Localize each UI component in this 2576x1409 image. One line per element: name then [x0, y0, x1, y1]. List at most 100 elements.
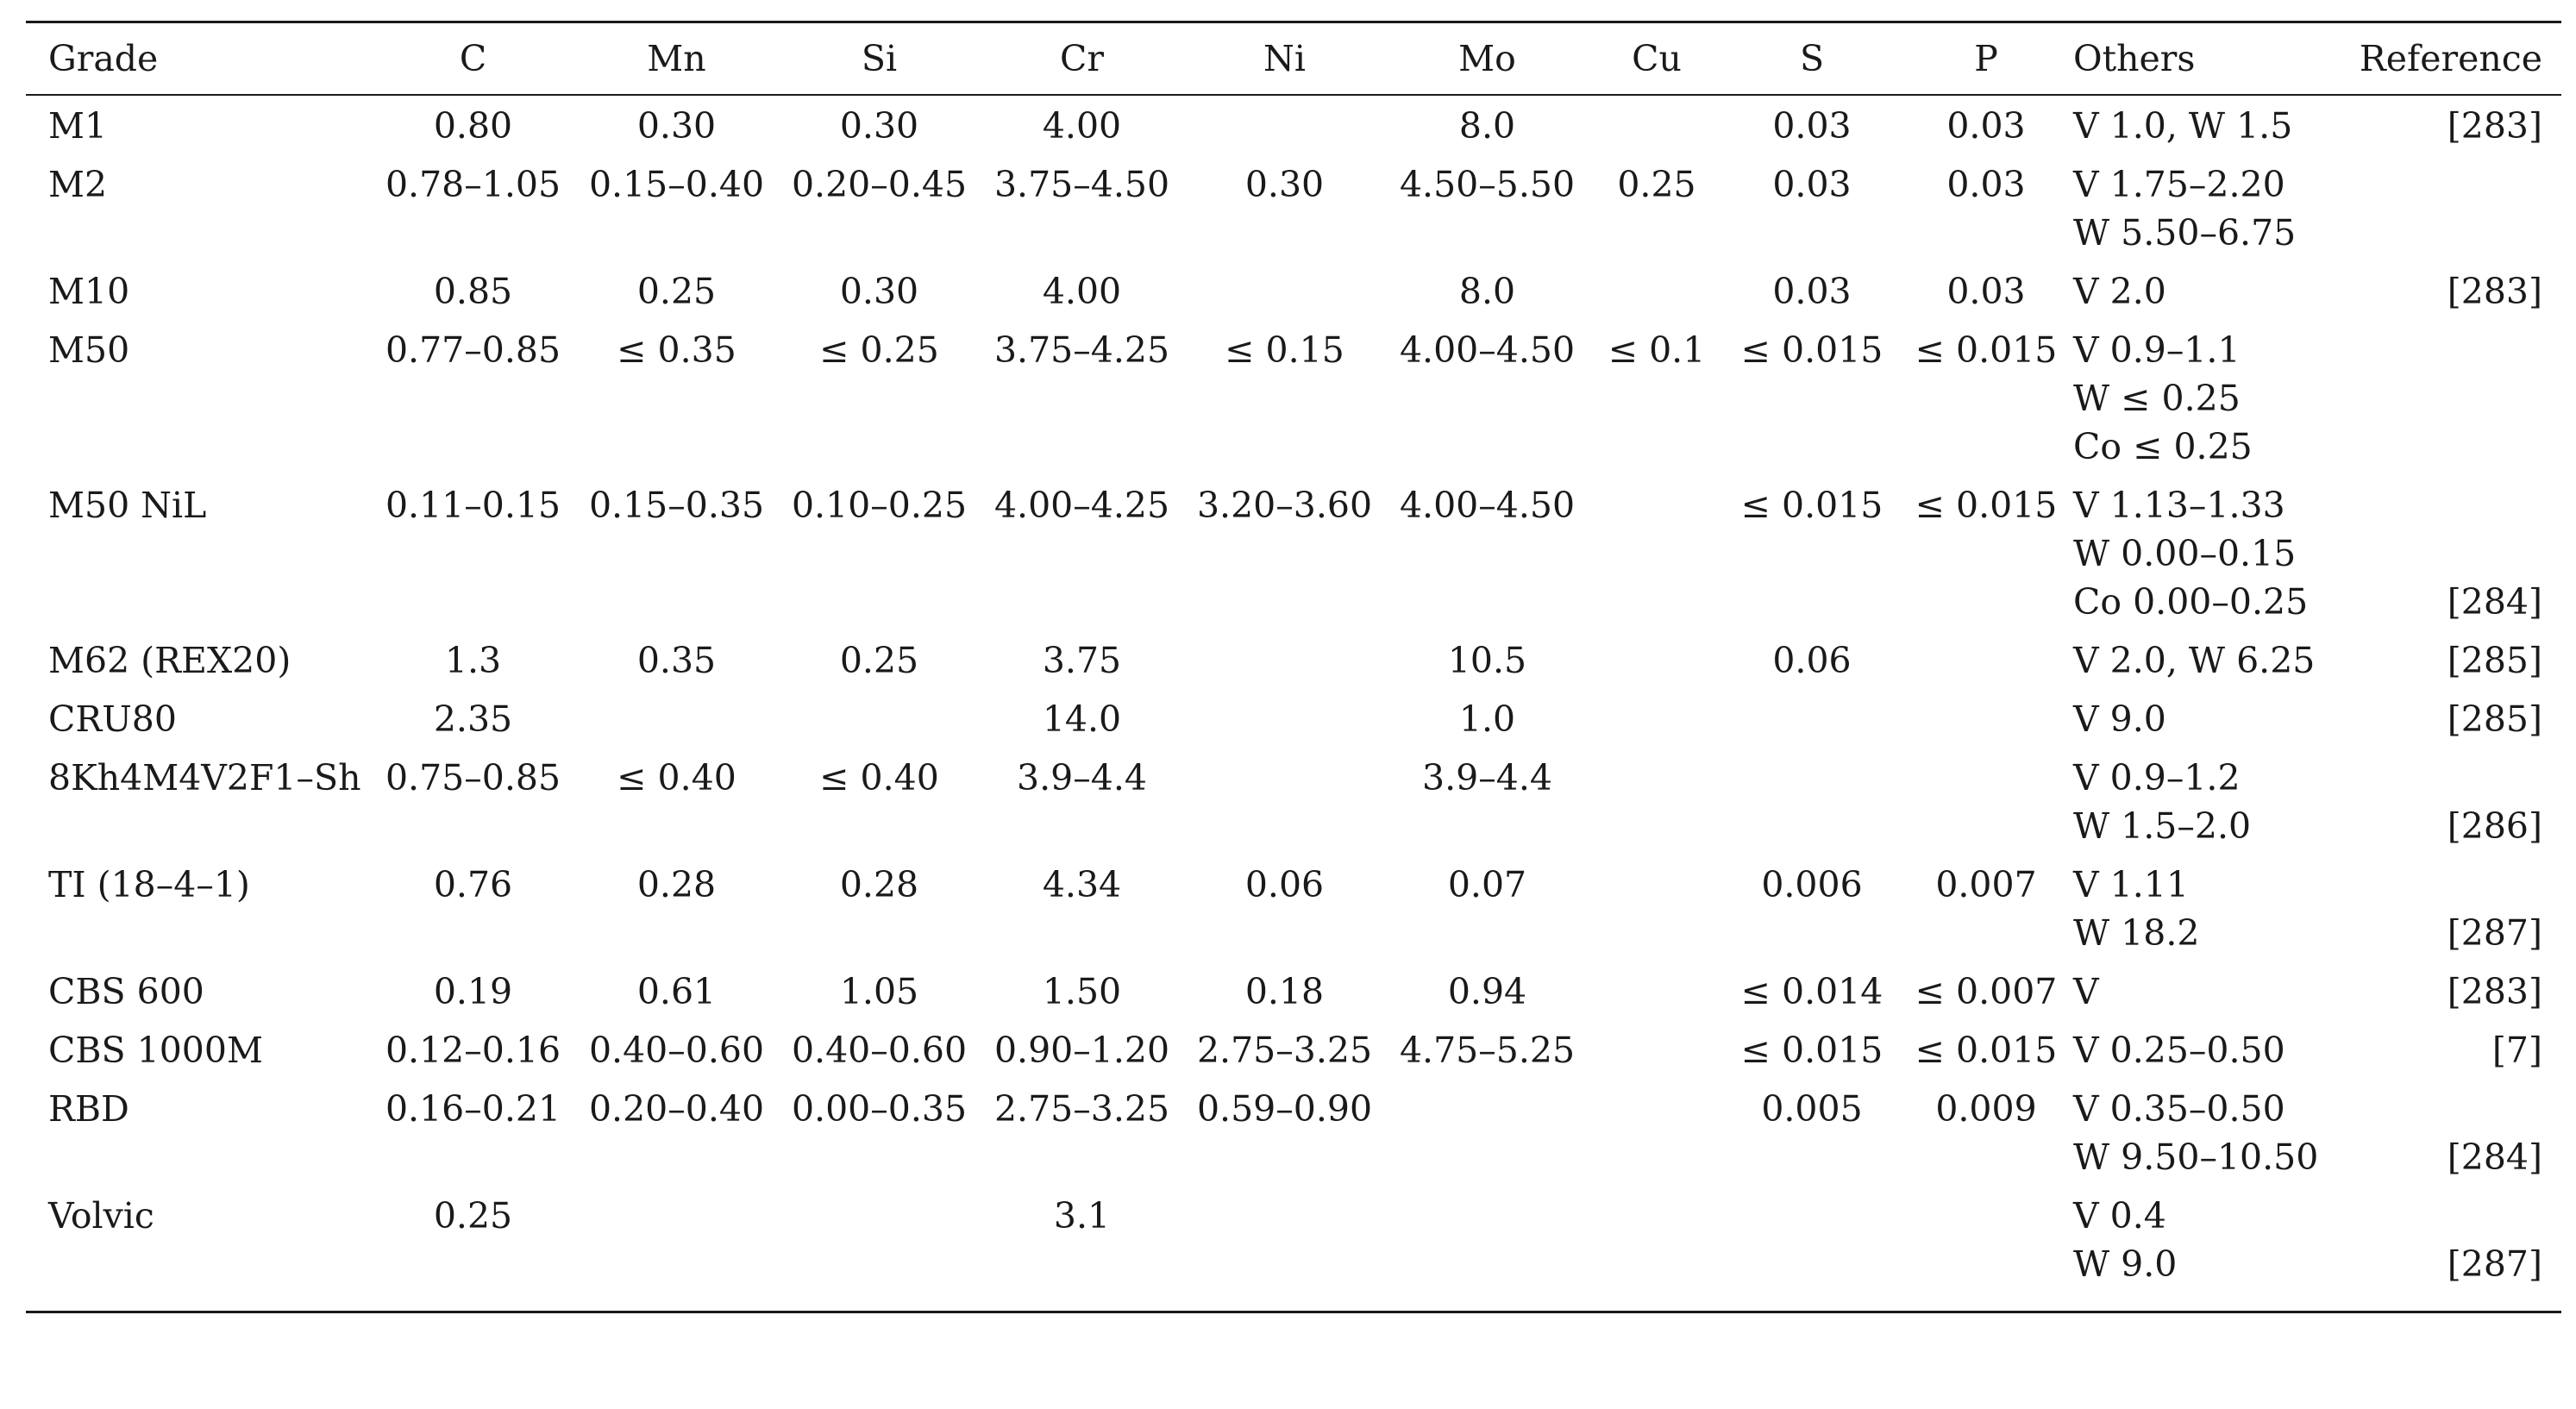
cell-grade: M10 — [48, 271, 130, 312]
cell-others: V 0.4 W 9.0 — [2073, 1192, 2349, 1311]
others-line: V 1.75–2.20 — [2073, 164, 2285, 205]
cell-mn — [575, 695, 778, 754]
cell-si — [778, 695, 981, 754]
others-line: V 1.0, W 1.5 — [2073, 105, 2293, 147]
cell-grade: M1 — [48, 105, 108, 147]
table-row: RBD 0.16–0.21 0.20–0.40 0.00–0.35 2.75–3.25 0… — [26, 1085, 2561, 1192]
cell-c: 2.35 — [433, 698, 513, 740]
cell-p: 0.009 — [1935, 1088, 2037, 1130]
cell-cu: ≤ 0.1 — [1608, 329, 1706, 371]
cell-s — [1725, 1192, 1899, 1311]
others-line: W 9.50–10.50 — [2073, 1137, 2319, 1178]
cell-mn: 0.15–0.35 — [588, 485, 765, 526]
others-line: V 2.0 — [2073, 271, 2166, 312]
cell-c: 0.16–0.21 — [385, 1088, 561, 1130]
cell-others: V 2.0, W 6.25 — [2073, 636, 2349, 695]
cell-cr: 3.75 — [1042, 640, 1122, 681]
cell-cr: 3.9–4.4 — [1017, 757, 1147, 798]
cell-others: V 1.0, W 1.5 — [2073, 96, 2349, 160]
cell-si: 0.28 — [839, 864, 919, 905]
cell-reference: [285] — [2447, 640, 2542, 681]
cell-cu — [1589, 96, 1725, 160]
cell-others: V 2.0 — [2073, 267, 2349, 326]
cell-others: V 9.0 — [2073, 695, 2349, 754]
cell-grade: CBS 600 — [48, 971, 204, 1012]
cell-grade: Volvic — [48, 1195, 154, 1237]
cell-cu — [1589, 968, 1725, 1026]
cell-cr: 4.00 — [1042, 105, 1122, 147]
cell-mn: 0.15–0.40 — [588, 164, 765, 205]
header-cu: Cu — [1632, 38, 1682, 79]
cell-c: 0.76 — [433, 864, 513, 905]
cell-mo: 3.9–4.4 — [1422, 757, 1552, 798]
cell-ni — [1183, 96, 1386, 160]
cell-ni: 0.59–0.90 — [1196, 1088, 1373, 1130]
cell-si: 0.30 — [839, 271, 919, 312]
cell-c: 0.19 — [433, 971, 513, 1012]
cell-c: 0.77–0.85 — [385, 329, 561, 371]
others-line: Co 0.00–0.25 — [2073, 581, 2309, 623]
cell-s: 0.005 — [1761, 1088, 1863, 1130]
bottom-rule — [26, 1311, 2561, 1313]
cell-cu — [1589, 1026, 1725, 1085]
cell-p: ≤ 0.015 — [1915, 329, 2058, 371]
cell-mo: 4.00–4.50 — [1399, 329, 1576, 371]
cell-reference: [287] — [2447, 1243, 2542, 1285]
others-line: V 2.0, W 6.25 — [2073, 640, 2316, 681]
header-rule — [26, 94, 2561, 96]
cell-mo: 4.50–5.50 — [1399, 164, 1576, 205]
cell-ni — [1183, 267, 1386, 326]
table-row: CBS 600 0.19 0.61 1.05 1.50 0.18 0.94 ≤ 0.014 ≤ … — [26, 968, 2561, 1026]
others-line: V 0.9–1.2 — [2073, 757, 2241, 798]
cell-grade: M50 NiL — [48, 485, 207, 526]
cell-p — [1899, 1192, 2073, 1311]
cell-c: 0.12–0.16 — [385, 1030, 561, 1071]
cell-cr: 2.75–3.25 — [993, 1088, 1170, 1130]
cell-grade: M50 — [48, 329, 130, 371]
cell-mn — [575, 1192, 778, 1311]
cell-ni: 0.30 — [1244, 164, 1325, 205]
table-row: M62 (REX20) 1.3 0.35 0.25 3.75 10.5 0.06 V 2.0,… — [26, 636, 2561, 695]
cell-s: 0.03 — [1772, 271, 1852, 312]
cell-cu — [1589, 267, 1725, 326]
header-mn: Mn — [647, 38, 706, 79]
cell-cr: 4.00–4.25 — [993, 485, 1170, 526]
cell-cu — [1589, 1192, 1725, 1311]
cell-mo: 10.5 — [1447, 640, 1527, 681]
others-line: V 1.11 — [2073, 864, 2189, 905]
cell-cu: 0.25 — [1617, 164, 1696, 205]
cell-s: 0.006 — [1761, 864, 1863, 905]
others-line: V 9.0 — [2073, 698, 2166, 740]
cell-mn: 0.61 — [636, 971, 717, 1012]
table-row: Volvic 0.25 3.1 V 0.4 W 9.0 [287] — [26, 1192, 2561, 1311]
table-header: Grade C Mn Si Cr Ni Mo Cu S P Others Reference — [26, 23, 2561, 96]
others-line: W 18.2 — [2073, 912, 2200, 954]
header-cr: Cr — [1060, 38, 1104, 79]
cell-mo — [1386, 1192, 1589, 1311]
composition-table: Grade C Mn Si Cr Ni Mo Cu S P Others Reference M1 0.… — [26, 23, 2561, 1311]
cell-s: 0.03 — [1772, 105, 1852, 147]
table-row: M50 0.77–0.85 ≤ 0.35 ≤ 0.25 3.75–4.25 ≤ 0.15 4… — [26, 326, 2561, 481]
cell-ni: 0.18 — [1244, 971, 1325, 1012]
others-line: W 0.00–0.15 — [2073, 533, 2297, 574]
cell-p: 0.03 — [1946, 164, 2026, 205]
cell-cu — [1589, 1085, 1725, 1192]
table-row: M10 0.85 0.25 0.30 4.00 8.0 0.03 0.03 V 2.0 [283] — [26, 267, 2561, 326]
cell-si: 0.30 — [839, 105, 919, 147]
cell-p — [1899, 754, 2073, 861]
cell-mn: 0.40–0.60 — [588, 1030, 765, 1071]
cell-ni — [1183, 1192, 1386, 1311]
cell-c: 0.75–0.85 — [385, 757, 561, 798]
header-c: C — [459, 38, 487, 79]
cell-others: V — [2073, 968, 2349, 1026]
cell-cr: 4.00 — [1042, 271, 1122, 312]
cell-si: 0.25 — [839, 640, 919, 681]
top-rule — [26, 21, 2561, 23]
cell-s: ≤ 0.015 — [1740, 485, 1883, 526]
cell-c: 0.11–0.15 — [385, 485, 561, 526]
others-line: W 1.5–2.0 — [2073, 805, 2252, 847]
cell-s: ≤ 0.015 — [1740, 1030, 1883, 1071]
others-line: W 5.50–6.75 — [2073, 212, 2297, 254]
cell-cu — [1589, 636, 1725, 695]
cell-s — [1725, 695, 1899, 754]
